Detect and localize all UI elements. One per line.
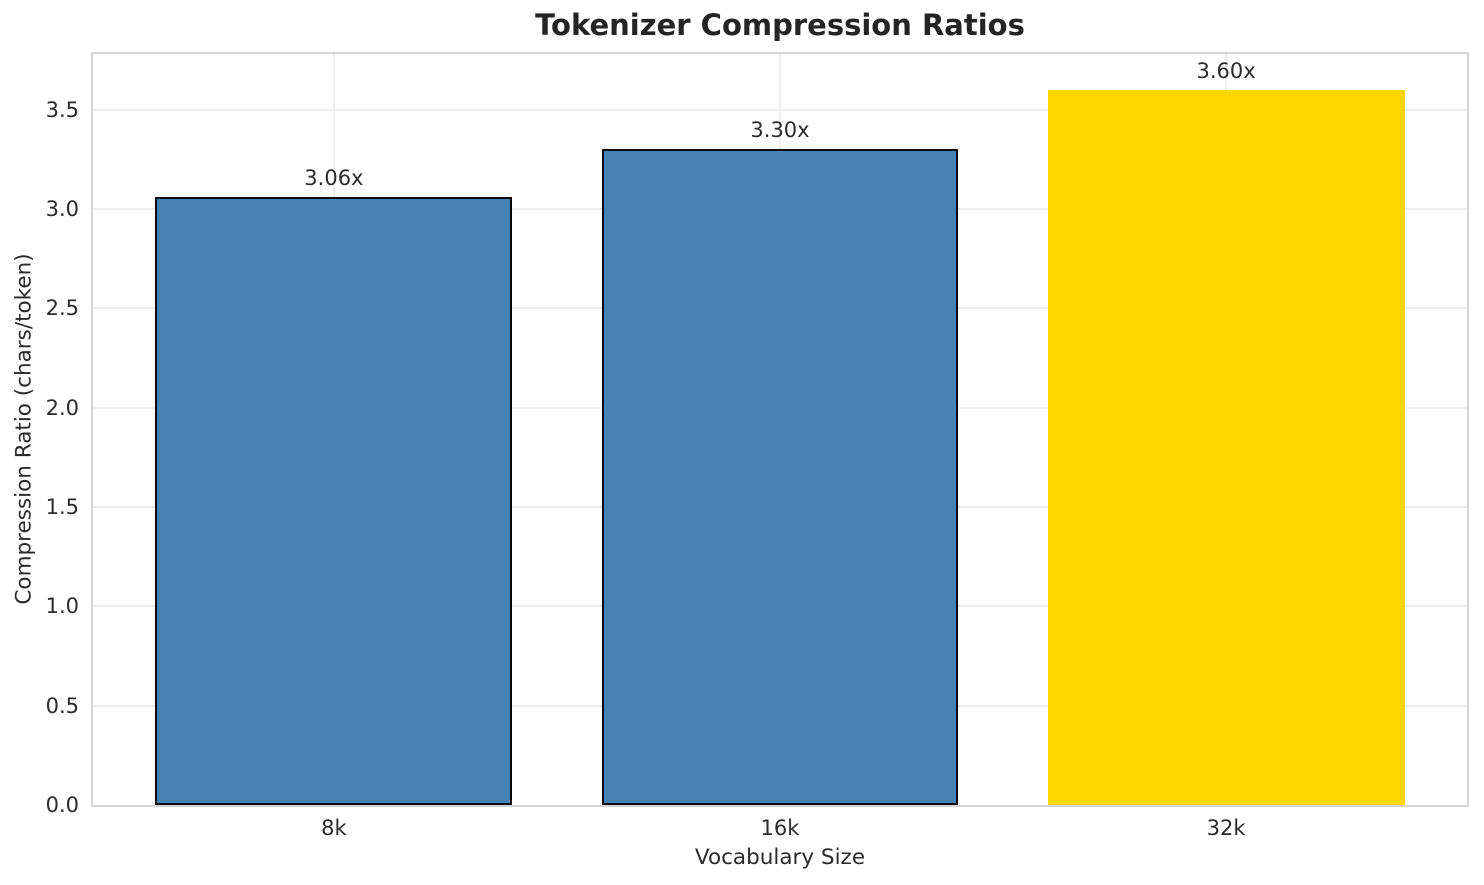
x-tick-label: 8k <box>321 816 347 840</box>
y-tick-label: 0.0 <box>45 793 79 817</box>
y-tick-label: 1.5 <box>45 494 79 519</box>
y-tick-label: 3.0 <box>45 196 79 221</box>
bar-value-label: 3.60x <box>1196 58 1256 83</box>
plot-area <box>91 52 1469 807</box>
y-tick-label: 2.0 <box>45 395 79 420</box>
x-tick-label: 32k <box>1206 816 1246 840</box>
y-tick-label: 1.0 <box>45 594 79 619</box>
x-axis-label: Vocabulary Size <box>694 845 866 870</box>
bar-8k <box>155 197 513 805</box>
y-tick-label: 2.5 <box>45 296 79 321</box>
bar-16k <box>601 149 959 805</box>
chart-title: Tokenizer Compression Ratios <box>535 8 1025 42</box>
bar-32k <box>1047 89 1405 805</box>
bar-value-label: 3.06x <box>304 166 364 191</box>
y-tick-label: 0.5 <box>45 693 79 718</box>
x-tick-label: 16k <box>760 816 800 840</box>
y-tick-label: 3.5 <box>45 97 79 122</box>
bar-value-label: 3.30x <box>750 118 810 143</box>
